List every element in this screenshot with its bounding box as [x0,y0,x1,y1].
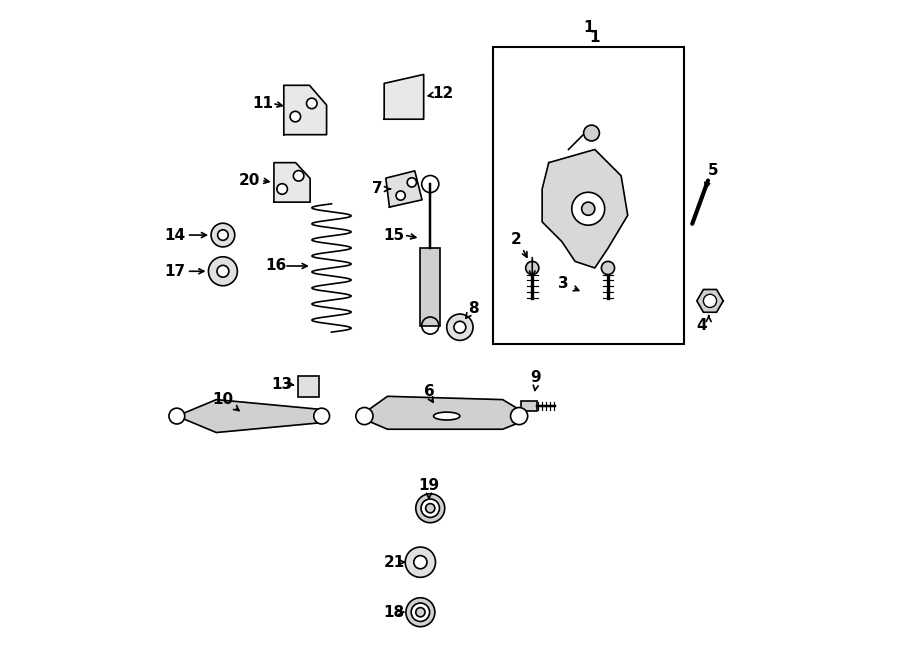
Circle shape [704,294,716,307]
Text: 3: 3 [558,276,569,291]
Circle shape [411,603,429,621]
Text: 14: 14 [165,227,185,243]
Text: 19: 19 [418,479,439,493]
Polygon shape [384,75,424,119]
Text: 7: 7 [373,182,382,196]
Circle shape [356,408,373,424]
Polygon shape [386,171,422,207]
Text: 8: 8 [468,301,479,316]
Text: 20: 20 [238,173,260,188]
Text: 10: 10 [212,392,233,407]
Text: 1: 1 [590,30,600,45]
Circle shape [416,494,445,523]
Bar [521,401,537,411]
Text: 1: 1 [583,20,593,35]
Text: 4: 4 [696,318,706,332]
Circle shape [407,178,417,187]
Circle shape [426,504,435,513]
Circle shape [396,191,405,200]
Circle shape [293,171,304,181]
Polygon shape [697,290,724,312]
Circle shape [290,111,301,122]
Bar [420,248,440,326]
Circle shape [416,607,425,617]
Circle shape [218,230,229,241]
Polygon shape [176,400,321,432]
Circle shape [277,184,287,194]
Circle shape [405,547,436,577]
Text: 9: 9 [530,370,541,385]
Circle shape [583,125,599,141]
Circle shape [169,408,184,424]
Text: 18: 18 [383,605,405,620]
Text: 6: 6 [424,383,435,399]
Circle shape [212,223,235,247]
Circle shape [581,202,595,215]
Bar [493,48,684,344]
Text: 5: 5 [708,163,718,178]
Circle shape [421,499,439,518]
Text: 11: 11 [252,96,273,111]
Circle shape [414,556,427,568]
Text: 21: 21 [383,555,405,570]
Polygon shape [542,149,627,268]
Text: 12: 12 [433,86,454,101]
Circle shape [454,321,466,333]
Circle shape [526,261,539,274]
Circle shape [572,192,605,225]
Circle shape [209,256,238,286]
Polygon shape [284,85,327,135]
Circle shape [510,408,527,424]
Bar [298,376,319,397]
Circle shape [217,265,229,277]
Circle shape [307,98,317,108]
Text: 15: 15 [383,227,405,243]
Circle shape [406,598,435,627]
Text: 17: 17 [165,264,185,279]
Polygon shape [364,397,519,429]
Ellipse shape [434,412,460,420]
Text: 13: 13 [272,377,292,392]
Text: 2: 2 [510,232,521,247]
Circle shape [446,314,473,340]
Text: 16: 16 [265,258,286,274]
Polygon shape [274,163,310,202]
Circle shape [601,261,615,274]
Circle shape [314,408,329,424]
